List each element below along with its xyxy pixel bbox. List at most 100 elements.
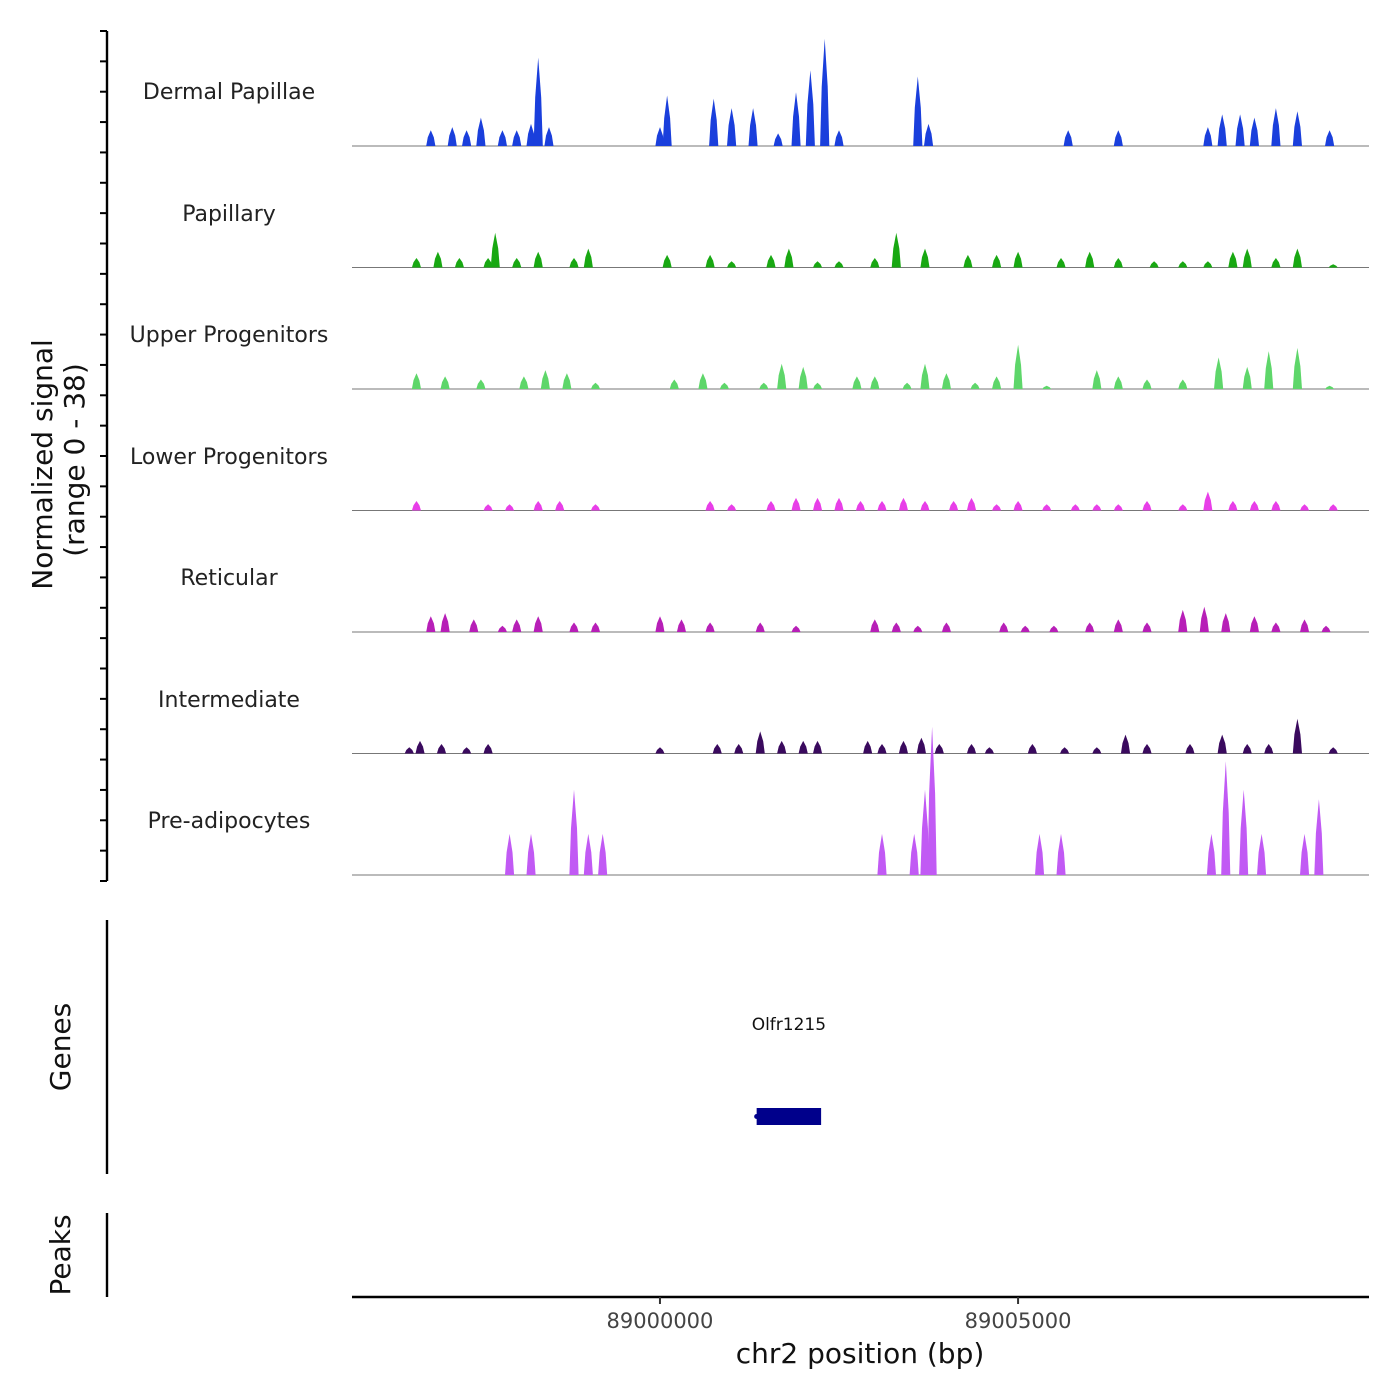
coverage-peak <box>966 497 977 511</box>
coverage-peak <box>426 616 436 632</box>
peaks-panel: Peaks <box>44 1213 109 1297</box>
coverage-peak <box>784 248 794 268</box>
coverage-peak <box>476 117 486 146</box>
coverage-peak <box>1328 747 1338 754</box>
coverage-peak <box>483 744 493 754</box>
coverage-peak <box>870 258 880 268</box>
track-label-intermediate: Intermediate <box>158 688 300 713</box>
coverage-peak <box>426 130 436 146</box>
track-dermal-papillae <box>352 38 1369 147</box>
coverage-peak <box>855 501 866 511</box>
coverage-peak <box>1056 833 1066 875</box>
coverage-peak <box>512 130 522 146</box>
coverage-peak <box>1185 744 1195 754</box>
signal-axis-title: Normalized signal (range 0 - 38) <box>26 330 91 589</box>
coverage-peak <box>1214 357 1224 389</box>
coverage-peak <box>1092 370 1102 389</box>
coverage-peak <box>1271 258 1281 268</box>
coverage-peak <box>1242 744 1252 754</box>
coverage-peak <box>705 254 715 268</box>
coverage-peak <box>1142 744 1152 754</box>
coverage-peak <box>1264 351 1274 389</box>
coverage-peak <box>934 744 944 754</box>
coverage-peak <box>870 376 880 389</box>
coverage-peak <box>440 376 450 389</box>
coverage-peak <box>1013 344 1023 389</box>
coverage-peak <box>483 258 493 268</box>
coverage-peak <box>705 622 715 632</box>
coverage-peak <box>759 382 769 389</box>
coverage-peak <box>1142 501 1152 511</box>
coverage-peak <box>1178 379 1188 389</box>
coverage-peak <box>1027 744 1037 754</box>
coverage-peak <box>1092 504 1102 511</box>
coverage-peak <box>544 127 554 146</box>
coverage-peak <box>533 57 543 146</box>
coverage-peak <box>777 363 787 389</box>
coverage-peak <box>411 501 421 511</box>
coverage-peak <box>984 747 994 754</box>
coverage-peak <box>877 744 887 754</box>
coverage-peak <box>719 382 729 389</box>
coverage-peak <box>791 92 801 146</box>
gene-body <box>756 1108 822 1125</box>
coverage-peak <box>490 232 500 268</box>
coverage-peak <box>891 622 901 632</box>
coverage-peak <box>863 740 873 754</box>
coverage-peak <box>519 376 529 389</box>
coverage-peak <box>877 833 887 875</box>
x-axis-tick-label: 89005000 <box>965 1309 1072 1333</box>
coverage-peak <box>727 261 737 268</box>
track-label-reticular: Reticular <box>180 566 278 591</box>
coverage-peak <box>655 616 665 632</box>
x-axis-tick-label: 89000000 <box>607 1309 714 1333</box>
coverage-peak <box>777 740 787 754</box>
coverage-peak <box>415 740 425 754</box>
coverage-peak <box>1113 504 1123 511</box>
coverage-peak <box>1271 108 1281 146</box>
coverage-peak <box>1199 606 1209 632</box>
track-pre-adipocytes <box>352 726 1369 876</box>
coverage-peak <box>1328 264 1338 268</box>
coverage-peak <box>1178 261 1188 268</box>
coverage-peak <box>992 376 1002 389</box>
coverage-peak <box>1217 734 1227 754</box>
coverage-peak <box>1142 622 1152 632</box>
coverage-peak <box>820 38 830 146</box>
coverage-peak <box>805 70 815 146</box>
coverage-peak <box>813 497 823 511</box>
coverage-peak <box>909 833 919 875</box>
coverage-peak <box>433 251 443 268</box>
coverage-peak <box>1203 261 1213 268</box>
coverage-peak <box>540 370 550 389</box>
coverage-peak <box>712 744 722 754</box>
coverage-peak <box>1292 347 1302 389</box>
coverage-peak <box>709 98 719 146</box>
coverage-peak <box>1013 251 1023 268</box>
coverage-peak <box>669 379 679 389</box>
coverage-peak <box>512 619 522 632</box>
coverage-peak <box>992 254 1002 268</box>
coverage-peak <box>834 130 844 146</box>
track-label-dermal-papillae: Dermal Papillae <box>143 80 315 105</box>
track-reticular <box>352 606 1369 633</box>
coverage-peak <box>1249 501 1259 511</box>
coverage-peak <box>877 501 887 511</box>
coverage-peak <box>1325 130 1335 146</box>
coverage-peak <box>497 130 507 146</box>
coverage-peak <box>1242 366 1252 389</box>
coverage-peak <box>924 123 934 146</box>
coverage-peak <box>462 747 472 754</box>
signal-axis: Normalized signal (range 0 - 38) <box>26 30 109 882</box>
coverage-peak <box>411 373 421 389</box>
genes-panel-title: Genes <box>44 1003 77 1091</box>
coverage-peak <box>766 254 776 268</box>
coverage-peak <box>920 789 930 875</box>
signal-axis-ticks <box>100 30 107 882</box>
coverage-peak <box>727 108 737 146</box>
coverage-peak <box>963 254 973 268</box>
coverage-peak <box>1228 251 1238 268</box>
coverage-peak <box>533 251 543 268</box>
coverage-peak <box>1092 747 1102 754</box>
